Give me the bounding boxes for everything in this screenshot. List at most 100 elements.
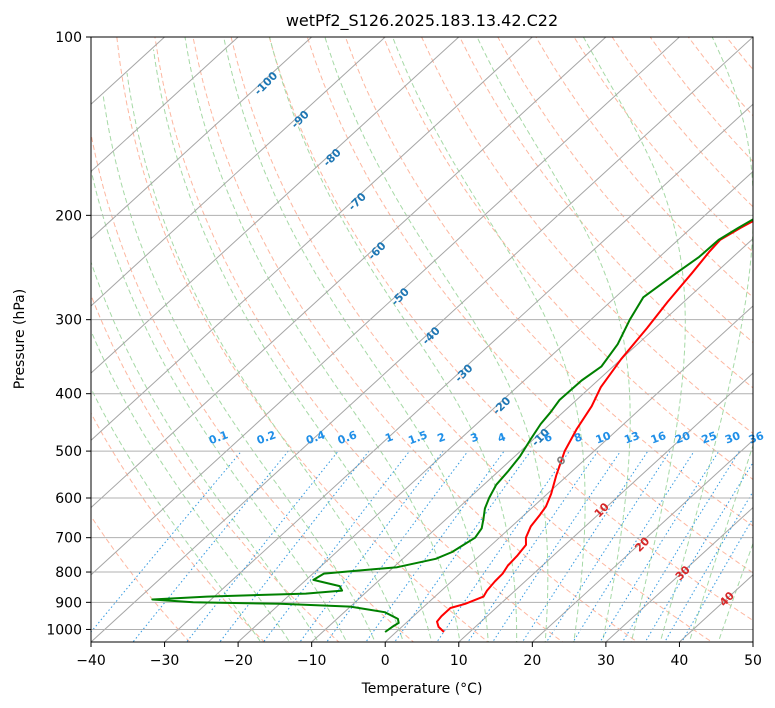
mixing-ratio-label: 13	[622, 429, 641, 446]
dry-adiabat	[726, 37, 753, 71]
isotherm	[91, 37, 460, 374]
mixing-ratio-label: 10	[594, 429, 613, 447]
isotherm	[531, 439, 753, 642]
isotherm-label: -100	[252, 69, 281, 98]
mixing-ratio-line	[546, 450, 671, 642]
dry-adiabat	[91, 515, 191, 642]
moist-adiabat-label: 30	[673, 563, 693, 583]
temperature-trace	[436, 220, 753, 633]
mixing-ratio-label: 2	[436, 430, 448, 445]
dry-adiabat	[154, 37, 564, 642]
moist-adiabat	[659, 37, 753, 642]
y-tick-label: 200	[55, 208, 82, 224]
mixing-ratio-label: 30	[723, 429, 742, 447]
mixing-ratio-label: 16	[649, 429, 668, 447]
moist-adiabat	[582, 37, 686, 642]
mixing-ratio-label: 20	[673, 429, 692, 447]
y-tick-label: 900	[55, 595, 82, 611]
mixing-ratio-label: 1	[383, 430, 395, 445]
isotherm	[91, 37, 386, 307]
y-tick-label: 400	[55, 387, 82, 403]
isotherm	[91, 37, 607, 509]
isotherm-label: -60	[365, 239, 388, 262]
mixing-ratio-label: 6	[542, 430, 554, 445]
x-tick-label: 10	[450, 653, 468, 669]
moist-adiabat	[269, 37, 518, 642]
isotherm	[91, 37, 534, 442]
dry-adiabat	[230, 37, 713, 642]
mixing-ratio-label: 36	[747, 429, 766, 447]
dry-adiabat	[497, 37, 753, 344]
moist-adiabat	[184, 37, 461, 642]
moist-adiabat	[717, 542, 753, 642]
mixing-ratio-label: 4	[496, 430, 508, 445]
isotherm-label: -20	[490, 394, 513, 417]
moist-adiabat	[91, 387, 262, 642]
moist-adiabat	[476, 37, 631, 642]
isotherm-label: -70	[346, 190, 369, 213]
y-tick-label: 700	[55, 531, 82, 547]
moist-adiabat	[223, 37, 489, 642]
mixing-ratio-line	[365, 450, 505, 642]
dry-adiabat	[344, 37, 753, 527]
plot-frame	[90, 36, 754, 643]
x-tick-label: 0	[381, 653, 390, 669]
dry-adiabat	[687, 37, 753, 117]
dry-adiabat	[91, 412, 265, 642]
isotherm	[384, 305, 753, 642]
dry-adiabat	[268, 37, 753, 622]
dry-adiabat	[306, 37, 753, 574]
y-axis-title: Pressure (hPa)	[12, 289, 28, 389]
isotherm	[605, 506, 753, 642]
dry-adiabat	[649, 37, 753, 163]
isotherm	[237, 170, 753, 642]
x-tick-label: 20	[523, 653, 541, 669]
x-tick-label: 50	[744, 653, 762, 669]
chart-title: wetPf2_S126.2025.183.13.42.C22	[286, 11, 558, 31]
isoline-labels: -100-90-80-70-60-50-40-30-20-100.1 0.2 0.4…	[207, 69, 766, 609]
mixing-ratio-line	[219, 450, 370, 642]
isotherm-label: -90	[289, 108, 312, 131]
isotherm	[91, 37, 313, 240]
profile-traces	[151, 218, 753, 633]
moist-adiabat	[91, 260, 319, 642]
moist-adiabat	[153, 49, 433, 642]
x-axis-title: Temperature (°C)	[361, 681, 483, 697]
isotherm	[91, 37, 239, 173]
y-tick-label: 800	[55, 565, 82, 581]
isotherm	[163, 103, 753, 642]
isotherm	[91, 37, 753, 642]
mixing-ratio-label: 25	[700, 429, 719, 446]
mixing-ratio-label: 0.2	[255, 428, 278, 447]
dry-adiabat	[421, 37, 753, 435]
dry-adiabat	[765, 37, 775, 654]
isotherm	[752, 641, 753, 642]
y-tick-label: 300	[55, 313, 82, 329]
dry-adiabat	[91, 293, 340, 642]
pressure-gridlines	[91, 36, 753, 630]
moist-adiabat-label: 0	[554, 453, 569, 468]
x-tick-label: −40	[76, 653, 106, 669]
x-tick-label: 30	[597, 653, 615, 669]
mixing-ratio-label: 0.6	[336, 428, 359, 447]
dewpoint-trace	[151, 218, 753, 633]
moist-adiabat	[688, 443, 753, 642]
moist-adiabat	[324, 37, 549, 642]
dry-adiabat	[535, 37, 753, 298]
x-tick-label: 40	[671, 653, 689, 669]
mixing-ratio-label: 8	[572, 430, 584, 445]
isotherm	[310, 237, 753, 642]
mixing-ratio-label: 3	[469, 430, 481, 445]
isotherm	[91, 37, 681, 576]
x-tick-label: −30	[150, 653, 180, 669]
mixing-ratio-line	[521, 450, 649, 642]
y-tick-label: 600	[55, 491, 82, 507]
moist-adiabat	[91, 329, 291, 642]
mixing-ratio-line	[664, 490, 753, 642]
y-tick-label: 500	[55, 444, 82, 460]
y-axis-ticks: 1000 900 800 700 600 500 400 300 200 100	[46, 30, 91, 638]
background-lines	[91, 37, 775, 654]
isotherm-label: -80	[321, 146, 344, 169]
y-tick-label: 100	[55, 30, 82, 46]
